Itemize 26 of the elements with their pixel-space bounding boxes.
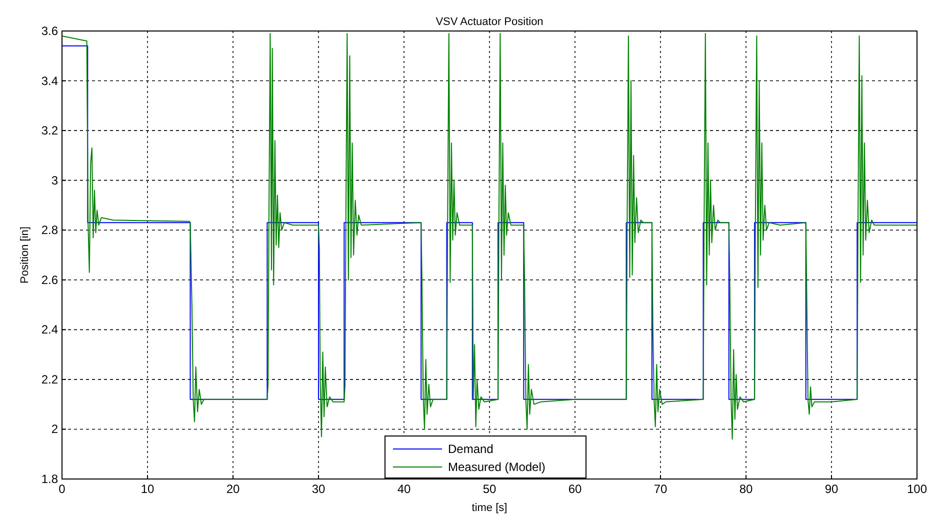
- x-tick-label: 40: [397, 482, 411, 496]
- y-tick-label: 2.6: [41, 272, 58, 287]
- legend-label: Measured (Model): [448, 460, 546, 474]
- y-tick-label: 2: [51, 422, 58, 436]
- x-tick-label: 20: [226, 482, 240, 496]
- x-tick-label: 60: [568, 482, 582, 496]
- y-tick-label: 3.4: [41, 74, 58, 88]
- x-tick-label: 100: [906, 482, 928, 496]
- x-axis-title: time [s]: [472, 502, 508, 514]
- y-tick-label: 3.6: [41, 24, 58, 38]
- y-tick-label: 1.8: [41, 472, 58, 486]
- y-tick-label: 3.2: [41, 124, 58, 138]
- x-tick-label: 70: [654, 482, 668, 496]
- x-tick-label: 30: [312, 482, 326, 496]
- y-tick-label: 2.2: [41, 372, 58, 386]
- x-tick-label: 10: [140, 482, 154, 496]
- x-tick-label: 80: [739, 482, 753, 496]
- x-tick-label: 90: [824, 482, 838, 496]
- legend-label: Demand: [448, 442, 494, 456]
- y-axis-title: Position [in]: [19, 226, 31, 284]
- y-tick-label: 2.8: [41, 223, 58, 238]
- y-tick-label: 2.4: [41, 322, 58, 337]
- chart-title: VSV Actuator Position: [436, 16, 544, 28]
- x-tick-label: 50: [482, 482, 496, 496]
- x-tick-label: 0: [58, 482, 66, 496]
- y-tick-label: 3: [51, 173, 58, 188]
